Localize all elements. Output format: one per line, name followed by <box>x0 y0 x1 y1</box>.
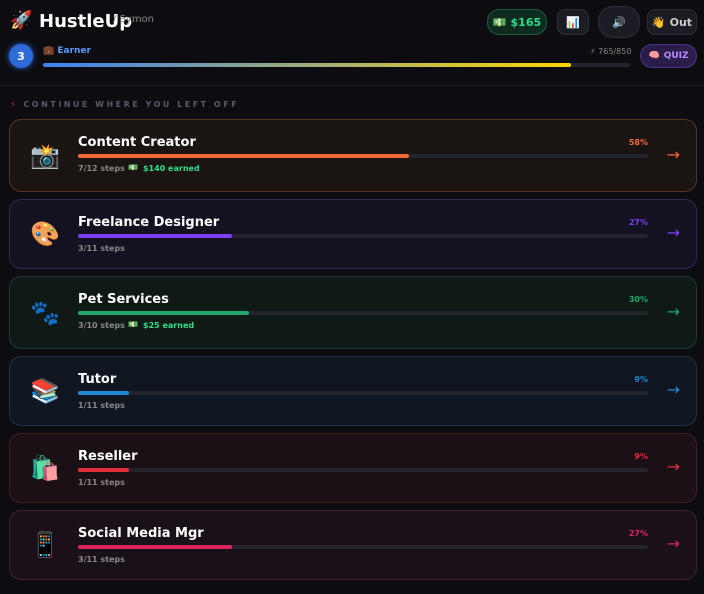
icon: ⚡ <box>590 47 596 56</box>
logout-button[interactable]: 👋 Out <box>647 9 697 35</box>
card-icon: 🛍️ <box>30 454 60 482</box>
path-card[interactable]: 📚 Tutor 9% 1/11 steps → <box>9 356 697 426</box>
progress-track <box>78 545 648 549</box>
card-title: Social Media Mgr <box>78 526 204 541</box>
arrow: → <box>666 457 680 476</box>
arrow: → <box>666 380 680 399</box>
label: QUIZ <box>663 51 689 61</box>
path-card[interactable]: 🎨 Freelance Designer 27% 3/11 steps → <box>9 199 697 269</box>
xp-label: 765/850 <box>598 47 632 56</box>
label: CONTINUE WHERE YOU LEFT OFF <box>23 100 240 109</box>
icon: 📊 <box>566 15 580 29</box>
earned-icon: 💵 <box>128 320 138 329</box>
steps: 1/11 steps <box>78 401 125 410</box>
xp: ⚡ 765/850 <box>590 47 631 56</box>
progress-fill <box>78 391 130 395</box>
progress-label: 27% <box>628 218 648 227</box>
app-title: HustleUp <box>39 11 133 32</box>
arrow: → <box>666 301 680 321</box>
card-icon: 📸 <box>30 141 60 170</box>
progress-fill <box>78 468 130 472</box>
card-title: Freelance Designer <box>78 215 220 230</box>
arrow: → <box>666 223 680 242</box>
icon: 💼 <box>43 46 55 56</box>
rank-label: Earner <box>57 46 91 56</box>
progress-label: 9% <box>634 452 648 461</box>
quiz-button[interactable]: 🧠 QUIZ <box>640 44 697 68</box>
progress-label: 27% <box>628 529 648 538</box>
card-icon: 🎨 <box>30 220 60 248</box>
icon: 💵 <box>492 15 507 29</box>
progress-fill <box>78 154 409 158</box>
icon: 🧠 <box>648 51 660 61</box>
rank: 💼 Earner <box>43 46 91 56</box>
card-icon: 📱 <box>30 531 60 559</box>
progress-track <box>78 311 648 315</box>
icon: 👋 <box>651 15 666 29</box>
xp-track <box>43 63 630 67</box>
progress-track <box>78 154 648 158</box>
stats-button[interactable]: 📊 <box>557 9 589 35</box>
steps: 3/10 steps <box>78 321 125 330</box>
divider <box>0 85 704 86</box>
card-icon: 🐾 <box>30 298 60 327</box>
progress-fill <box>78 234 232 238</box>
steps: 1/11 steps <box>78 478 125 487</box>
level-badge: 3 <box>9 44 33 68</box>
progress-label: 30% <box>628 295 648 304</box>
path-card[interactable]: 🛍️ Reseller 9% 1/11 steps → <box>9 433 697 503</box>
steps: 3/11 steps <box>78 244 125 253</box>
icon: 🔊 <box>612 15 626 29</box>
icon: ⚡ <box>10 100 19 109</box>
arrow: → <box>666 534 680 553</box>
progress-track <box>78 391 648 395</box>
steps: 3/11 steps <box>78 555 125 564</box>
progress-fill <box>78 311 249 315</box>
progress-fill <box>78 545 232 549</box>
label: Out <box>669 15 693 29</box>
money-button[interactable]: 💵 $165 <box>487 9 547 35</box>
path-card[interactable]: 📸 Content Creator 58% 7/12 steps 💵 $140 earne… <box>9 119 697 192</box>
earned: $25 earned <box>143 321 195 330</box>
path-card[interactable]: 🐾 Pet Services 30% 3/10 steps 💵 $25 earned → <box>9 276 697 349</box>
path-card[interactable]: 📱 Social Media Mgr 27% 3/11 steps → <box>9 510 697 580</box>
card-title: Content Creator <box>78 135 196 150</box>
label: $165 <box>510 15 542 29</box>
progress-label: 58% <box>628 138 648 147</box>
xp-fill <box>43 63 572 67</box>
earned-icon: 💵 <box>128 163 138 172</box>
sound-button[interactable]: 🔊 <box>598 6 640 38</box>
steps: 7/12 steps <box>78 164 125 173</box>
user-name: / Symon <box>113 14 155 25</box>
section-title: ⚡ CONTINUE WHERE YOU LEFT OFF <box>10 100 239 109</box>
card-title: Pet Services <box>78 292 169 307</box>
progress-label: 9% <box>634 375 648 384</box>
card-title: Tutor <box>78 372 117 387</box>
logo-icon: 🚀 <box>10 10 33 31</box>
card-title: Reseller <box>78 449 138 464</box>
arrow: → <box>666 144 680 164</box>
progress-track <box>78 468 648 472</box>
card-icon: 📚 <box>30 377 60 405</box>
progress-track <box>78 234 648 238</box>
earned: $140 earned <box>143 164 200 173</box>
